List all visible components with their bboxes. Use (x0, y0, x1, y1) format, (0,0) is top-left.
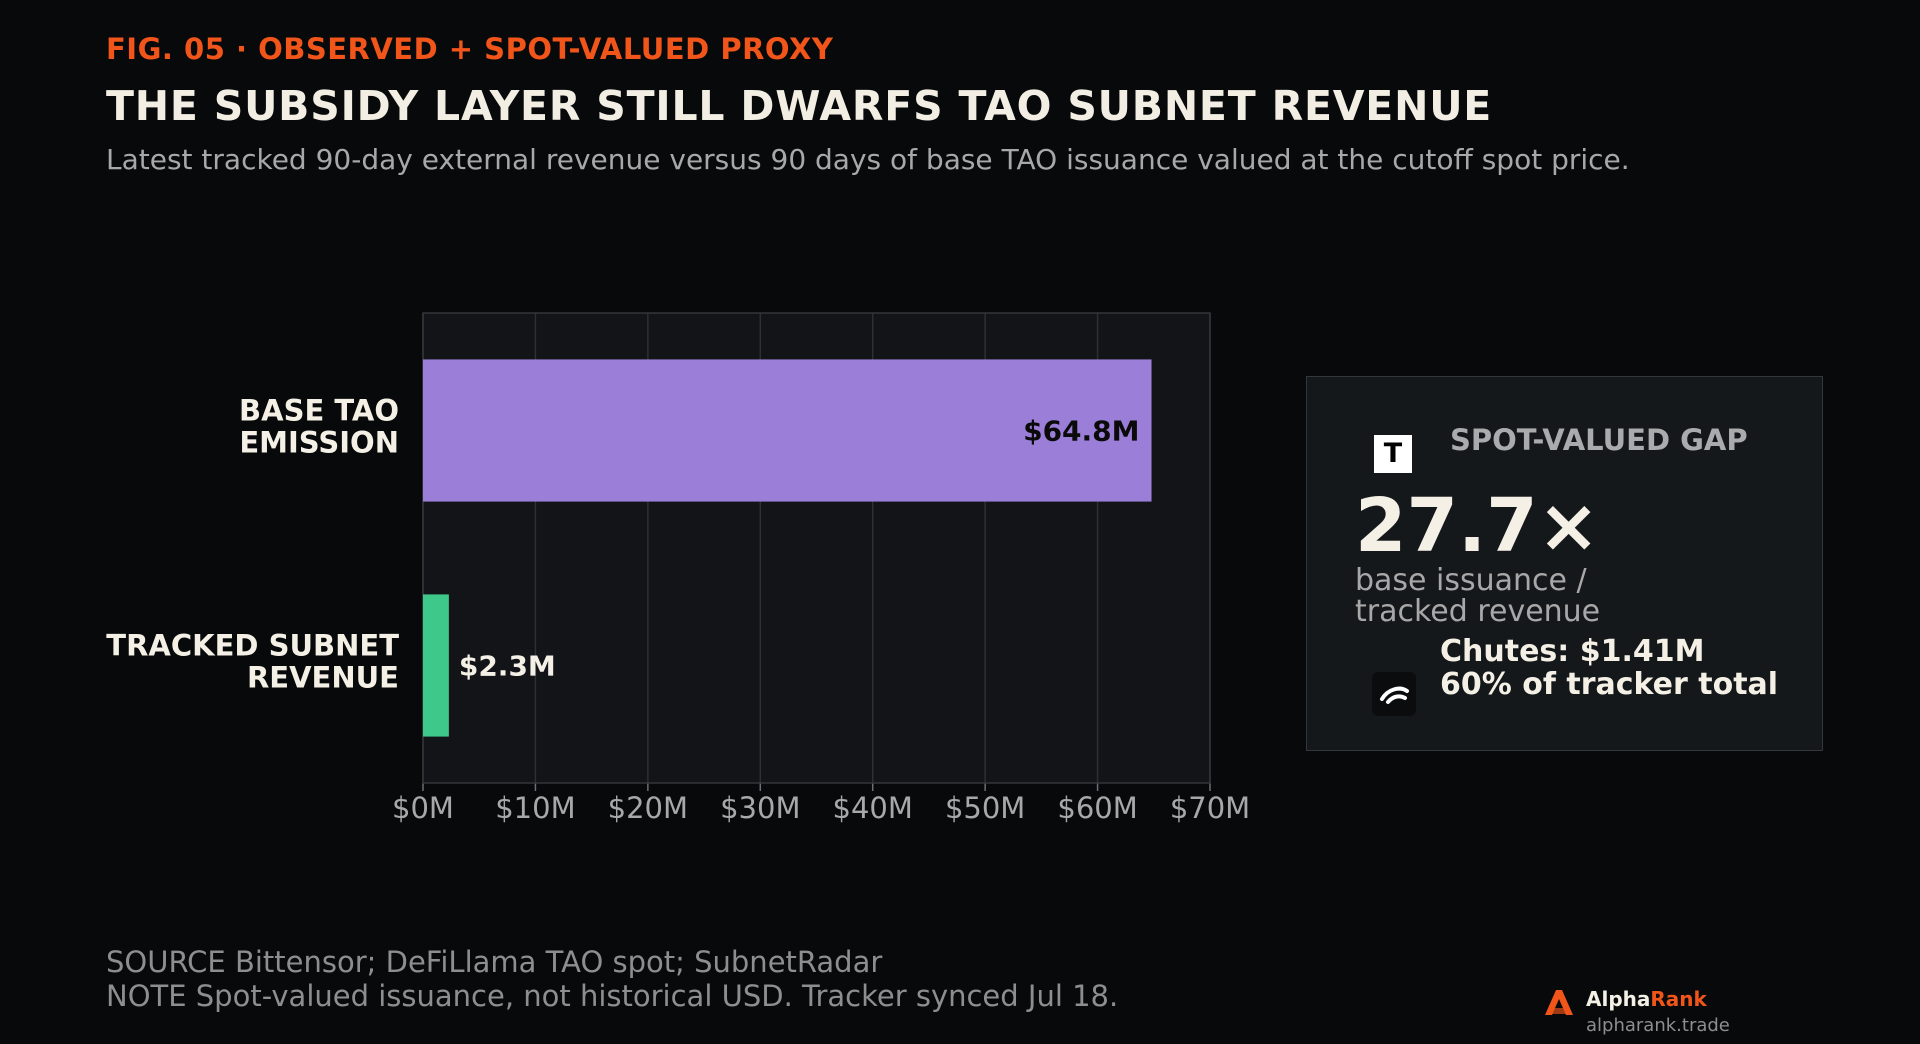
chutes-logo-icon (1372, 672, 1416, 716)
x-tick-label: $0M (392, 791, 454, 825)
brand-name-part-2: Rank (1650, 987, 1707, 1011)
bar-chart: $0M $10M $20M $30M $40M $50M $60M $70M $64.8M BAS… (106, 312, 1250, 825)
gap-description: base issuance / tracked revenue (1355, 565, 1655, 627)
alpharank-logo-icon (1545, 990, 1573, 1015)
category-label: EMISSION (239, 426, 399, 460)
category-label: REVENUE (247, 661, 399, 695)
brand-name: AlphaRank (1586, 987, 1707, 1011)
bar (423, 359, 1152, 502)
figure-kicker: FIG. 05 · OBSERVED + SPOT-VALUED PROXY (106, 32, 834, 66)
x-tick-label: $70M (1170, 791, 1250, 825)
gap-description-line-2: tracked revenue (1355, 594, 1601, 629)
tao-logo-icon: T (1374, 435, 1412, 473)
chutes-detail-line-1: Chutes: $1.41M (1440, 634, 1705, 669)
brand-name-part-1: Alpha (1586, 987, 1651, 1011)
gap-label: SPOT-VALUED GAP (1450, 423, 1748, 457)
data-label: $2.3M (459, 650, 556, 683)
x-tick-label: $50M (945, 791, 1025, 825)
gap-value: 27.7× (1355, 483, 1600, 569)
chart-subtitle: Latest tracked 90-day external revenue v… (106, 143, 1630, 176)
x-tick-label: $60M (1057, 791, 1137, 825)
brand-url: alpharank.trade (1586, 1015, 1730, 1036)
x-tick-label: $30M (720, 791, 800, 825)
chart-title: THE SUBSIDY LAYER STILL DWARFS TAO SUBNE… (106, 82, 1493, 130)
source-note: SOURCE Bittensor; DeFiLlama TAO spot; Su… (106, 945, 883, 979)
category-label: BASE TAO (239, 394, 399, 428)
x-tick-label: $20M (608, 791, 688, 825)
gap-description-line-1: base issuance / (1355, 563, 1587, 598)
bar (423, 594, 449, 737)
data-label: $64.8M (1023, 415, 1139, 448)
x-tick-label: $10M (495, 791, 575, 825)
methodology-note: NOTE Spot-valued issuance, not historica… (106, 979, 1119, 1013)
gap-panel: T SPOT-VALUED GAP 27.7× base issuance / … (1306, 376, 1823, 751)
chutes-detail-line-2: 60% of tracker total (1440, 667, 1779, 702)
x-tick-label: $40M (833, 791, 913, 825)
footer-notes: SOURCE Bittensor; DeFiLlama TAO spot; Su… (106, 945, 1118, 1013)
category-label: TRACKED SUBNET (106, 629, 399, 663)
plot-frame (422, 312, 1211, 784)
chutes-detail: Chutes: $1.41M 60% of tracker total (1440, 635, 1778, 701)
